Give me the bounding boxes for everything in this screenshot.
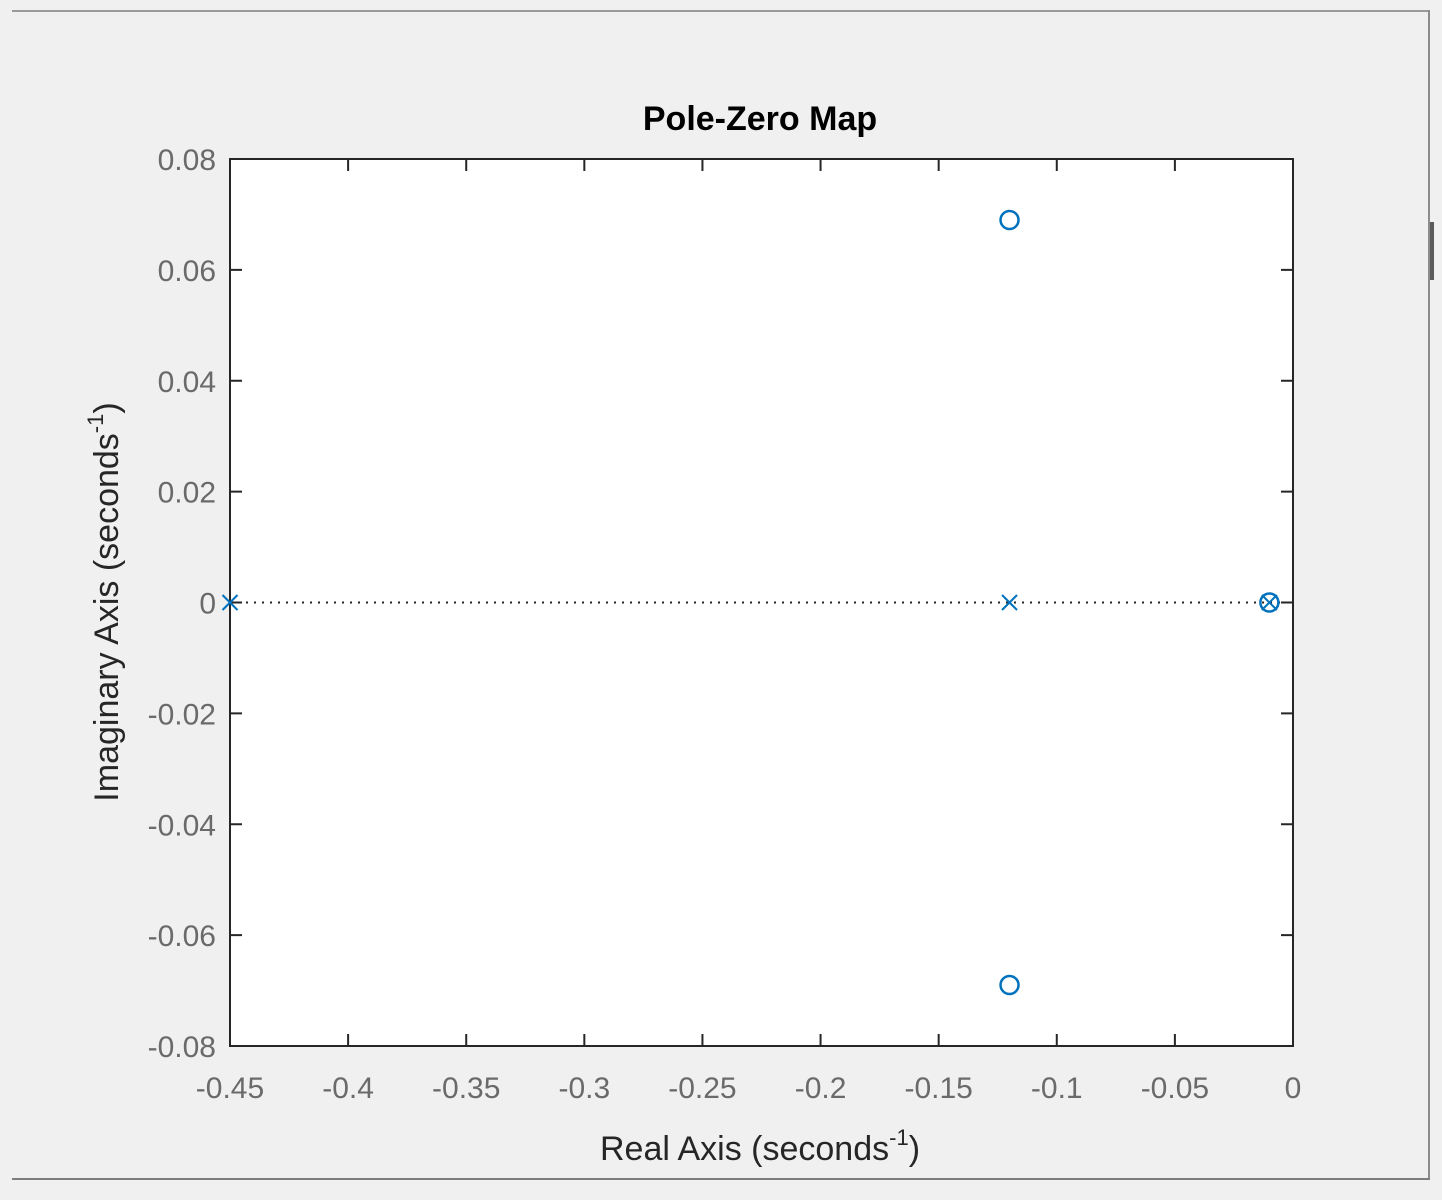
zero-marker	[1259, 592, 1280, 613]
x-axis-label-close: )	[909, 1130, 920, 1168]
x-tick-label: -0.1	[1031, 1072, 1083, 1105]
x-tick-label: -0.15	[904, 1072, 972, 1105]
y-tick-label: 0.08	[158, 144, 216, 177]
x-tick-label: -0.45	[196, 1072, 264, 1105]
x-tick-label: -0.2	[795, 1072, 847, 1105]
x-tick-label: -0.35	[432, 1072, 500, 1105]
window-edge-grip[interactable]	[1430, 222, 1434, 280]
y-tick-label: -0.08	[148, 1031, 216, 1064]
x-axis-label-text: Real Axis (seconds	[600, 1130, 889, 1168]
y-tick-labels: 0.08 0.06 0.04 0.02 0 -0.02 -0.04 -0.06 -0.08	[148, 144, 216, 1064]
x-axis-label: Real Axis (seconds-1)	[600, 1125, 920, 1168]
y-tick-label: -0.04	[148, 809, 216, 842]
zero-marker	[999, 974, 1020, 996]
x-tick-label: -0.05	[1141, 1072, 1209, 1105]
chart-title: Pole-Zero Map	[643, 100, 877, 138]
y-axis-label-close: )	[88, 402, 126, 413]
pole-marker	[221, 594, 239, 611]
y-tick-label: -0.06	[148, 920, 216, 953]
pole-marker-stroke	[1001, 594, 1018, 611]
x-tick-label: -0.3	[558, 1072, 610, 1105]
plot-area	[230, 159, 1293, 1046]
window-right-edge	[1428, 10, 1430, 1178]
y-tick-label: 0.04	[158, 366, 216, 399]
x-tick-label: -0.25	[668, 1072, 736, 1105]
y-tick-label: 0.06	[158, 255, 216, 288]
y-tick-label: 0.02	[158, 477, 216, 510]
pole-marker	[1001, 594, 1018, 611]
x-tick-label: 0	[1285, 1072, 1302, 1105]
y-axis-label-text: Imaginary Axis (seconds	[88, 433, 126, 802]
x-tick-labels: -0.45 -0.4 -0.35 -0.3 -0.25 -0.2 -0.15 -0.1 -0.0…	[196, 1072, 1302, 1105]
pole-zero-markers	[221, 209, 1280, 996]
pole-marker	[1261, 594, 1278, 611]
y-axis-label-exponent: -1	[83, 414, 108, 434]
x-axis-label-exponent: -1	[889, 1125, 909, 1150]
pole-marker-stroke	[1261, 594, 1278, 611]
x-tick-label: -0.4	[322, 1072, 374, 1105]
y-axis-label: Imaginary Axis (seconds-1)	[83, 402, 126, 801]
pole-marker-stroke	[221, 594, 239, 611]
y-tick-label: 0	[199, 588, 216, 621]
zero-marker	[999, 209, 1020, 231]
y-tick-label: -0.02	[148, 698, 216, 731]
